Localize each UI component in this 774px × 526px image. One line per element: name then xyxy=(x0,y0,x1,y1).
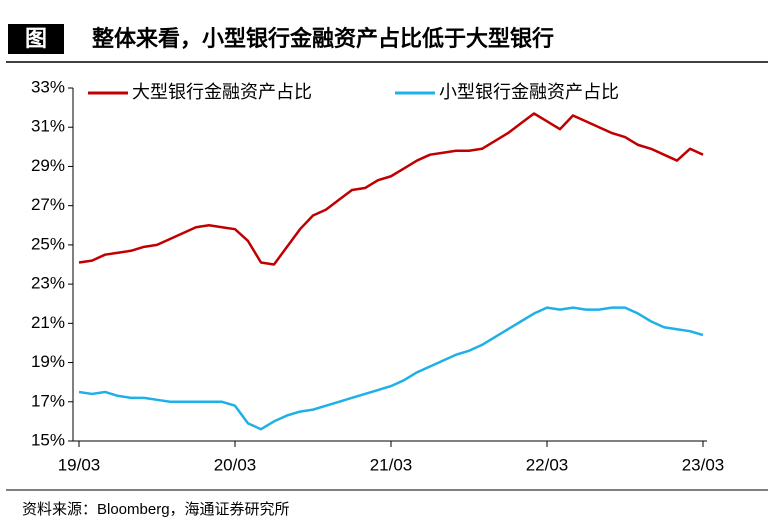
figure-label-box xyxy=(8,24,64,54)
x-tick-label: 19/03 xyxy=(58,455,101,474)
series-line xyxy=(78,112,704,266)
x-tick-label: 22/03 xyxy=(526,455,569,474)
series-line xyxy=(78,306,704,431)
y-tick-label: 19% xyxy=(31,352,65,371)
y-tick-label: 21% xyxy=(31,313,65,332)
x-tick-label: 23/03 xyxy=(682,455,725,474)
y-tick-label: 15% xyxy=(31,430,65,449)
source: 资料来源：Bloomberg，海通证券研究所 xyxy=(22,501,290,518)
y-tick-label: 29% xyxy=(31,156,65,175)
legend-label: 大型银行金融资产占比 xyxy=(132,82,312,102)
y-tick-label: 33% xyxy=(31,77,65,96)
chart-title: 整体来看，小型银行金融资产占比低于大型银行 xyxy=(92,26,554,51)
y-tick-label: 17% xyxy=(31,391,65,410)
x-tick-label: 21/03 xyxy=(370,455,413,474)
legend-label: 小型银行金融资产占比 xyxy=(439,82,619,102)
x-tick-label: 20/03 xyxy=(214,455,257,474)
y-tick-label: 23% xyxy=(31,274,65,293)
y-tick-label: 27% xyxy=(31,195,65,214)
y-tick-label: 31% xyxy=(31,117,65,136)
figure-label: 图 xyxy=(25,26,47,51)
y-tick-label: 25% xyxy=(31,234,65,253)
